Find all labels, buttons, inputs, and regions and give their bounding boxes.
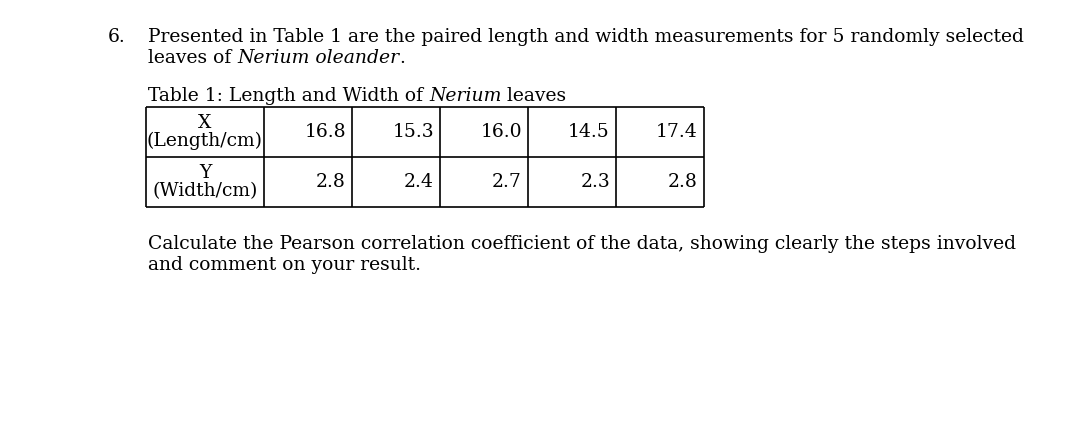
Text: Calculate the Pearson correlation coefficient of the data, showing clearly the s: Calculate the Pearson correlation coeffi… [148, 235, 1016, 253]
Text: .: . [400, 49, 405, 67]
Text: 2.3: 2.3 [580, 173, 610, 191]
Text: 2.4: 2.4 [404, 173, 434, 191]
Text: and comment on your result.: and comment on your result. [148, 256, 421, 274]
Text: 2.8: 2.8 [316, 173, 346, 191]
Text: Table 1: Length and Width of: Table 1: Length and Width of [148, 87, 429, 105]
Text: 17.4: 17.4 [657, 123, 698, 141]
Text: Y: Y [199, 164, 212, 182]
Text: 2.8: 2.8 [669, 173, 698, 191]
Text: X: X [199, 114, 212, 132]
Text: (Width/cm): (Width/cm) [152, 182, 258, 200]
Text: 6.: 6. [108, 28, 125, 46]
Text: 14.5: 14.5 [568, 123, 610, 141]
Text: (Length/cm): (Length/cm) [147, 132, 264, 150]
Text: leaves: leaves [501, 87, 567, 105]
Text: Presented in Table 1 are the paired length and width measurements for 5 randomly: Presented in Table 1 are the paired leng… [148, 28, 1024, 46]
Text: Nerium: Nerium [429, 87, 501, 105]
Text: 15.3: 15.3 [392, 123, 434, 141]
Text: 2.7: 2.7 [492, 173, 522, 191]
Text: 16.0: 16.0 [481, 123, 522, 141]
Text: 16.8: 16.8 [305, 123, 346, 141]
Text: leaves of: leaves of [148, 49, 238, 67]
Text: Nerium oleander: Nerium oleander [238, 49, 400, 67]
